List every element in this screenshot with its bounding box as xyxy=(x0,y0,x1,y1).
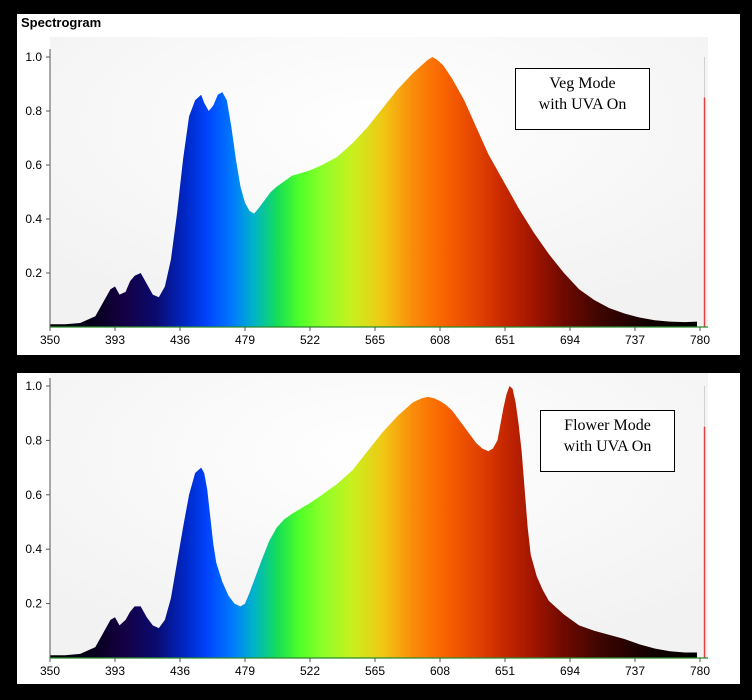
x-tick-label: 479 xyxy=(235,333,255,347)
mode-line-1: Flower Mode xyxy=(564,417,651,434)
x-tick-label: 436 xyxy=(170,333,190,347)
mode-annotation-flower: Flower Mode with UVA On xyxy=(540,410,675,472)
x-tick-label: 694 xyxy=(560,333,580,347)
y-tick-label: 0.8 xyxy=(25,433,42,447)
spectrum-area xyxy=(50,386,697,658)
x-tick-label: 694 xyxy=(560,664,580,678)
mode-line-2: with UVA On xyxy=(538,96,627,113)
mode-line-1: Veg Mode xyxy=(549,75,616,92)
x-tick-label: 522 xyxy=(300,333,320,347)
spectrogram-panel-veg: Spectrogram 0.2 0.4 0.6 0.8 1.0 350 393 436 479 5… xyxy=(17,14,740,355)
x-tick-label: 393 xyxy=(105,664,125,678)
x-tick-label: 737 xyxy=(625,333,645,347)
x-tick-label: 436 xyxy=(170,664,190,678)
x-tick-label: 651 xyxy=(495,664,515,678)
y-tick-label: 0.2 xyxy=(25,266,42,280)
y-tick-label: 0.6 xyxy=(25,488,42,502)
x-tick-label: 651 xyxy=(495,333,515,347)
y-tick-label: 1.0 xyxy=(25,50,42,64)
spectrum-chart-flower: 0.2 0.4 0.6 0.8 1.0 350 393 436 479 522 565 608 651 6… xyxy=(25,373,710,678)
x-tick-label: 350 xyxy=(40,333,60,347)
x-tick-label: 780 xyxy=(690,333,710,347)
y-tick-label: 0.4 xyxy=(25,542,42,556)
spectrogram-panel-flower: 0.2 0.4 0.6 0.8 1.0 350 393 436 479 522 565 608 651 6… xyxy=(17,373,740,684)
x-tick-label: 737 xyxy=(625,664,645,678)
y-tick-label: 0.4 xyxy=(25,212,42,226)
mode-annotation-veg: Veg Mode with UVA On xyxy=(515,68,650,130)
x-tick-label: 522 xyxy=(300,664,320,678)
y-tick-label: 0.6 xyxy=(25,158,42,172)
x-tick-label: 565 xyxy=(365,664,385,678)
spectrum-chart-veg: 0.2 0.4 0.6 0.8 1.0 350 393 436 479 522 565 608 651 6… xyxy=(25,37,710,347)
x-tick-label: 780 xyxy=(690,664,710,678)
x-tick-label: 393 xyxy=(105,333,125,347)
x-tick-label: 565 xyxy=(365,333,385,347)
x-tick-label: 479 xyxy=(235,664,255,678)
y-tick-label: 0.2 xyxy=(25,597,42,611)
panel-title: Spectrogram xyxy=(21,15,102,30)
y-tick-label: 0.8 xyxy=(25,104,42,118)
spectrum-area xyxy=(50,57,697,327)
x-tick-label: 350 xyxy=(40,664,60,678)
x-tick-label: 608 xyxy=(430,664,450,678)
mode-line-2: with UVA On xyxy=(563,438,652,455)
y-tick-label: 1.0 xyxy=(25,379,42,393)
x-tick-label: 608 xyxy=(430,333,450,347)
